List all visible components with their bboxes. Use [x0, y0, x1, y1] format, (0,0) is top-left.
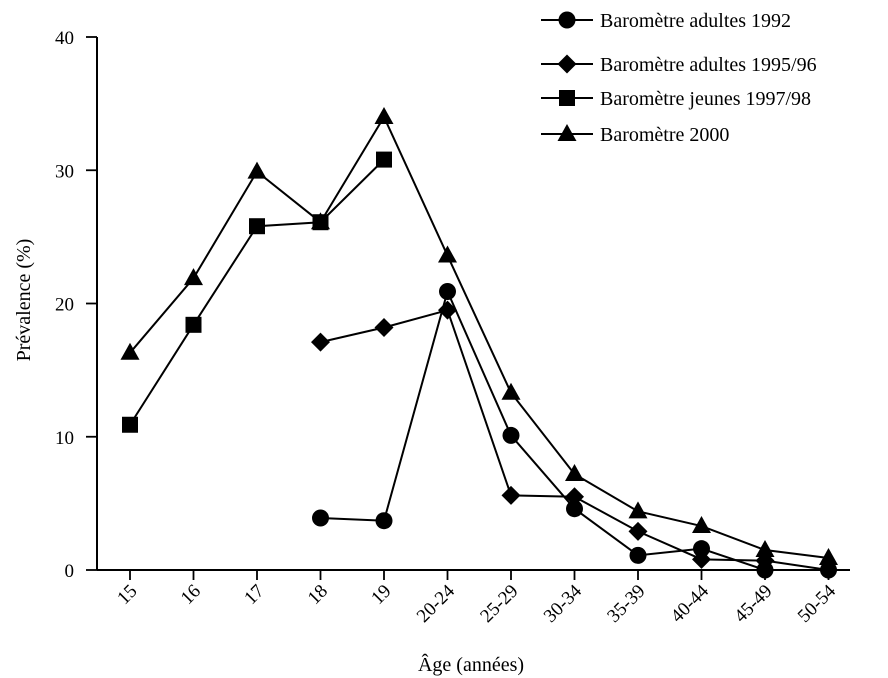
data-point — [819, 548, 838, 566]
data-point — [819, 560, 838, 580]
data-point — [247, 161, 267, 179]
data-point — [501, 485, 521, 505]
legend-marker — [557, 54, 577, 74]
data-point — [122, 416, 138, 433]
axes — [96, 37, 850, 571]
x-tick-label: 20-24 — [413, 580, 460, 627]
data-point — [185, 316, 202, 333]
legend: Baromètre adultes 1992 Baromètre adultes … — [541, 10, 817, 146]
y-tick-label: 40 — [55, 28, 74, 49]
x-tick-label: 35-39 — [603, 581, 649, 627]
y-tick-label: 0 — [65, 561, 75, 582]
data-point — [120, 342, 140, 360]
series-barometre-adultes-1995-96 — [311, 300, 838, 580]
series-barometre-jeunes-1997-98 — [122, 151, 392, 433]
data-point — [312, 509, 329, 527]
series-line — [129, 158, 385, 426]
data-point — [249, 218, 265, 235]
x-tick-label: 50-54 — [794, 580, 841, 627]
data-point — [565, 464, 584, 482]
series-line — [320, 288, 829, 571]
legend-label: Baromètre adultes 1995/96 — [600, 54, 817, 76]
x-ticks: 15 16 17 18 19 20-24 25-29 30-34 35-39 40-44 45-49… — [113, 570, 840, 627]
data-point — [692, 549, 711, 569]
x-tick-label: 15 — [113, 581, 141, 609]
legend-item: Baromètre adultes 1995/96 — [541, 54, 817, 76]
y-axis-label: Prévalence (%) — [13, 239, 35, 362]
legend-marker — [558, 11, 576, 29]
data-point — [628, 521, 648, 541]
x-tick-label: 45-49 — [730, 581, 776, 627]
data-point — [375, 512, 393, 530]
legend-label: Baromètre jeunes 1997/98 — [600, 88, 811, 110]
data-point — [184, 268, 203, 286]
data-point — [374, 317, 394, 337]
data-point — [628, 501, 648, 519]
legend-label: Baromètre adultes 1992 — [600, 10, 791, 32]
data-point — [629, 546, 647, 564]
data-point — [565, 487, 584, 507]
y-tick-label: 30 — [55, 161, 74, 182]
legend-item: Baromètre adultes 1992 — [541, 10, 791, 32]
legend-item: Baromètre 2000 — [541, 124, 729, 146]
data-point — [374, 106, 394, 124]
series-layer — [120, 106, 838, 580]
y-ticks: 0 10 20 30 40 — [55, 28, 97, 582]
data-point — [693, 540, 710, 558]
data-point — [566, 500, 583, 518]
series-line — [129, 114, 829, 559]
y-tick-label: 20 — [55, 295, 74, 316]
legend-label: Baromètre 2000 — [600, 124, 729, 146]
x-tick-label: 18 — [304, 581, 332, 609]
data-point — [438, 300, 457, 320]
data-point — [438, 245, 457, 263]
data-point — [311, 212, 330, 230]
series-line — [320, 308, 829, 571]
x-axis-label: Âge (années) — [418, 653, 524, 676]
data-point — [376, 151, 392, 168]
data-point — [502, 426, 520, 444]
x-tick-label: 17 — [240, 581, 268, 609]
x-tick-label: 30-34 — [540, 580, 587, 627]
data-point — [692, 516, 711, 534]
data-point — [311, 332, 330, 352]
legend-item: Baromètre jeunes 1997/98 — [541, 88, 811, 110]
legend-marker — [557, 124, 577, 141]
x-tick-label: 40-44 — [667, 580, 714, 627]
data-point — [501, 382, 521, 400]
data-point — [755, 540, 775, 558]
data-point — [439, 283, 456, 301]
x-tick-label: 25-29 — [476, 581, 522, 627]
legend-marker — [559, 90, 575, 106]
series-barometre-2000 — [120, 106, 838, 566]
x-tick-label: 16 — [177, 581, 205, 609]
x-tick-label: 19 — [367, 581, 395, 609]
y-tick-label: 10 — [55, 428, 74, 449]
